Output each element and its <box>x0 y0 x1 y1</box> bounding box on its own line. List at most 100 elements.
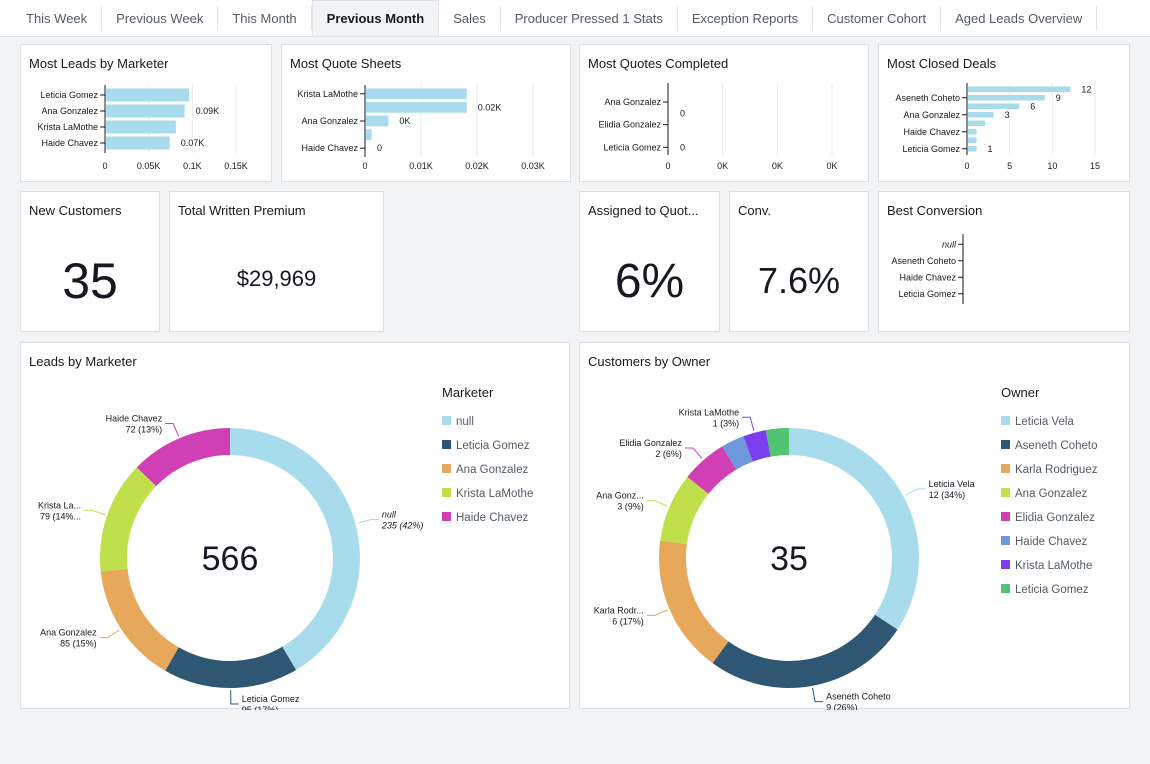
donut-slice[interactable] <box>136 428 230 487</box>
bar[interactable] <box>968 146 977 152</box>
most-closed-deals-bar-chart: 0 5 10 15 12 Aseneth Coheto 9 6 Ana Gonzalez 3 Hai… <box>895 83 1100 171</box>
category-label: Leticia Gomez <box>902 144 960 154</box>
legend-item[interactable]: Aseneth Coheto <box>1015 440 1097 452</box>
bar[interactable] <box>366 129 372 140</box>
card-title: New Customers <box>29 203 122 218</box>
legend-item[interactable]: null <box>456 416 474 428</box>
tab-aged-leads-overview[interactable]: Aged Leads Overview <box>941 6 1098 30</box>
tab-customer-cohort[interactable]: Customer Cohort <box>813 6 942 30</box>
bar[interactable] <box>968 86 1071 93</box>
legend-swatch[interactable] <box>1001 488 1010 497</box>
legend-item[interactable]: Ana Gonzalez <box>456 464 528 476</box>
tab-previous-month[interactable]: Previous Month <box>311 0 440 36</box>
legend-swatch[interactable] <box>1001 560 1010 569</box>
bar[interactable] <box>968 95 1045 101</box>
customers-by-owner-card[interactable]: Leticia Vela 12 (34%) Aseneth Coheto 9 (26%… <box>579 342 1130 710</box>
bar[interactable] <box>366 88 467 100</box>
donut-slice[interactable] <box>660 476 709 545</box>
bar[interactable] <box>366 102 467 113</box>
legend-swatch[interactable] <box>1001 512 1010 521</box>
legend-item[interactable]: Krista LaMothe <box>456 488 533 500</box>
donut-slice[interactable] <box>230 428 360 670</box>
donut-slice[interactable] <box>100 467 157 572</box>
callout-line <box>357 519 379 524</box>
bar[interactable] <box>968 137 977 144</box>
donut-slice[interactable] <box>659 540 729 664</box>
data-label: 6 <box>1030 101 1035 111</box>
bar[interactable] <box>968 112 994 118</box>
x-tick-label: 0.05K <box>137 161 161 171</box>
legend-item[interactable]: Elidia Gonzalez <box>1015 512 1095 524</box>
donut-slice[interactable] <box>100 568 179 671</box>
x-tick-label: 0 <box>964 161 969 171</box>
callout-value: 6 (17%) <box>612 616 644 626</box>
conv-card[interactable]: Conv. 7.6% <box>729 191 869 332</box>
callout-line <box>230 689 239 705</box>
legend-item[interactable]: Haide Chavez <box>1015 536 1087 548</box>
bar[interactable] <box>106 120 176 134</box>
callout-value: 85 (15%) <box>60 639 97 649</box>
bar[interactable] <box>106 136 170 150</box>
legend-swatch[interactable] <box>1001 440 1010 449</box>
category-label: Haide Chavez <box>903 127 960 137</box>
bar[interactable] <box>968 120 986 127</box>
legend-swatch[interactable] <box>442 416 451 425</box>
card-title: Most Leads by Marketer <box>29 56 169 71</box>
most-quotes-completed-card[interactable]: 0 0K 0K 0K Ana Gonzalez 0 Elidia Gonzalez Letic… <box>579 44 869 182</box>
data-label: 0.09K <box>196 106 220 116</box>
x-tick-label: 0.01K <box>409 161 433 171</box>
legend-item[interactable]: Leticia Vela <box>1015 416 1074 428</box>
tab-previous-week[interactable]: Previous Week <box>102 6 219 30</box>
bar[interactable] <box>106 104 185 118</box>
donut-slice[interactable] <box>165 646 297 688</box>
donut-slice[interactable] <box>712 614 898 688</box>
total-written-premium-card[interactable]: Total Written Premium $29,969 <box>169 191 384 332</box>
new-customers-card[interactable]: New Customers 35 <box>20 191 160 332</box>
donut-slice[interactable] <box>722 436 753 470</box>
category-label: Krista LaMothe <box>37 122 98 132</box>
legend-swatch[interactable] <box>442 464 451 473</box>
callout-value: 95 (17%) <box>242 705 279 710</box>
best-conversion-card[interactable]: null Aseneth Coheto Haide Chavez Leticia Go… <box>878 191 1130 332</box>
legend-item[interactable]: Ana Gonzalez <box>1015 488 1087 500</box>
callout-line <box>99 629 120 639</box>
legend-swatch[interactable] <box>1001 584 1010 593</box>
assigned-to-quote-card[interactable]: Assigned to Quot... 6% <box>579 191 720 332</box>
category-label: Leticia Gomez <box>40 90 98 100</box>
legend-item[interactable]: Krista LaMothe <box>1015 560 1092 572</box>
most-leads-by-marketer-card[interactable]: 0 0.05K 0.1K 0.15K Leticia Gomez Ana Gonzalez… <box>20 44 272 182</box>
legend-item[interactable]: Haide Chavez <box>456 512 528 524</box>
tab-this-month[interactable]: This Month <box>218 6 312 30</box>
legend-swatch[interactable] <box>1001 536 1010 545</box>
tab-this-week[interactable]: This Week <box>12 6 103 30</box>
legend-item[interactable]: Leticia Gomez <box>456 440 530 452</box>
category-label: Ana Gonzalez <box>301 116 358 126</box>
bar[interactable] <box>968 103 1020 110</box>
callout-name: Ana Gonz... <box>596 491 644 501</box>
card-title: Assigned to Quot... <box>588 203 699 218</box>
legend-swatch[interactable] <box>1001 464 1010 473</box>
legend-swatch[interactable] <box>442 512 451 521</box>
tab-sales[interactable]: Sales <box>439 6 501 30</box>
legend-title: Marketer <box>442 385 494 400</box>
legend-swatch[interactable] <box>442 440 451 449</box>
legend-swatch[interactable] <box>1001 416 1010 425</box>
total-written-premium-value: $29,969 <box>236 266 317 291</box>
most-quote-sheets-card[interactable]: 0 0.01K 0.02K 0.03K Krista LaMothe 0.02K Ana G… <box>281 44 571 182</box>
x-tick-label: 0.03K <box>521 161 545 171</box>
tab-exception-reports[interactable]: Exception Reports <box>678 6 814 30</box>
legend-item[interactable]: Leticia Gomez <box>1015 584 1089 596</box>
donut-slice[interactable] <box>687 446 737 494</box>
donut-slice[interactable] <box>765 428 789 457</box>
bar[interactable] <box>366 115 389 127</box>
callout-value: 12 (34%) <box>929 490 966 500</box>
donut-slice[interactable] <box>743 430 771 462</box>
legend-swatch[interactable] <box>442 488 451 497</box>
bar[interactable] <box>968 129 977 135</box>
tab-producer-pressed-1-stats[interactable]: Producer Pressed 1 Stats <box>501 6 678 30</box>
most-closed-deals-card[interactable]: 0 5 10 15 12 Aseneth Coheto 9 6 Ana Gonzalez 3 Hai… <box>878 44 1130 182</box>
bar[interactable] <box>106 88 189 102</box>
leads-by-marketer-card[interactable]: null 235 (42%) Leticia Gomez 95 (17%) Ana Go… <box>20 342 570 710</box>
legend-item[interactable]: Karla Rodriguez <box>1015 464 1098 476</box>
donut-slice[interactable] <box>789 428 919 630</box>
